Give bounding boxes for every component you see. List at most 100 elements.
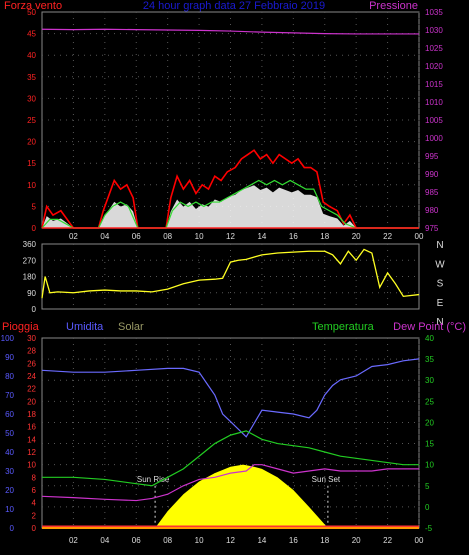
- rain-y-tick-label: 18: [27, 410, 36, 419]
- solar-area: [155, 464, 328, 528]
- temperature-y-tick-label: 20: [425, 418, 434, 427]
- rain-y-tick-label: 24: [27, 372, 36, 381]
- temperature-y-tick-label: 40: [425, 334, 434, 343]
- chart-headers: Forza vento 24 hour graph data 27 Febbra…: [4, 0, 418, 12]
- temp-x-tick-label: 18: [320, 536, 329, 545]
- compass-label: N: [436, 317, 443, 328]
- temperature-y-tick-label: 35: [425, 355, 434, 364]
- temp-x-tick-label: 10: [195, 536, 204, 545]
- rain-y-tick-label: 26: [27, 359, 36, 368]
- wind-y-tick-label: 45: [27, 30, 36, 39]
- humidity-y-tick-label: 60: [5, 410, 14, 419]
- compass-label: S: [437, 279, 444, 290]
- wind_speed-line: [41, 149, 419, 229]
- temp-x-tick-label: 22: [383, 536, 392, 545]
- wind-y-tick-label: 35: [27, 73, 36, 82]
- wind-y-tick-label: 15: [27, 159, 36, 168]
- humidity-line: [41, 358, 420, 438]
- humidity-y-tick-label: 70: [5, 391, 14, 400]
- humidity-y-tick-label: 80: [5, 372, 14, 381]
- pressure-y-tick-label: 1005: [425, 116, 443, 125]
- temp-x-tick-label: 08: [163, 536, 172, 545]
- temperature-y-tick-label: 30: [425, 376, 434, 385]
- header-title: 24 hour graph data 27 Febbraio 2019: [143, 0, 325, 12]
- humidity-y-tick-label: 10: [5, 505, 14, 514]
- wind-gust-fill: [42, 185, 419, 228]
- wind-y-tick-label: 40: [27, 51, 36, 60]
- humidity-y-tick-label: 50: [5, 429, 14, 438]
- pressure-y-tick-label: 1000: [425, 134, 443, 143]
- rain-y-tick-label: 2: [32, 511, 37, 520]
- temperature-y-tick-label: 25: [425, 397, 434, 406]
- wind-x-tick-label: 02: [69, 232, 78, 241]
- temperature-y-tick-label: 0: [425, 503, 430, 512]
- wind-y-tick-label: 30: [27, 94, 36, 103]
- rain-y-tick-label: 30: [27, 334, 36, 343]
- rain-y-tick-label: 22: [27, 385, 36, 394]
- temperature-line: [42, 430, 419, 487]
- pressure-y-tick-label: 1030: [425, 26, 443, 35]
- pressure-y-tick-label: 1010: [425, 98, 443, 107]
- direction-y-tick-label: 0: [32, 305, 37, 314]
- pressure-y-tick-label: 990: [425, 170, 439, 179]
- pressure-y-tick-label: 995: [425, 152, 439, 161]
- temp-x-tick-label: 12: [226, 536, 235, 545]
- wind-x-tick-label: 12: [226, 232, 235, 241]
- compass-label: N: [436, 240, 443, 251]
- wind-x-tick-label: 16: [289, 232, 298, 241]
- sunset-label: Sun Set: [312, 475, 341, 484]
- wind-x-tick-label: 08: [163, 232, 172, 241]
- direction-y-tick-label: 270: [23, 256, 37, 265]
- rain-y-tick-label: 12: [27, 448, 36, 457]
- wind_avg-line: [41, 179, 419, 229]
- temperature-header: Temperatura: [312, 321, 375, 333]
- dewpoint-header: Dew Point (°C): [393, 321, 466, 333]
- pressure-line: [41, 28, 419, 35]
- pressure-y-tick-label: 975: [425, 224, 439, 233]
- direction-line: [41, 248, 420, 299]
- wind-y-tick-label: 10: [27, 181, 36, 190]
- header-right-label: Pressione: [369, 0, 418, 12]
- pressure-y-tick-label: 980: [425, 206, 439, 215]
- wind-x-tick-label: 18: [320, 232, 329, 241]
- humidity-y-tick-label: 30: [5, 467, 14, 476]
- direction-y-tick-label: 360: [23, 240, 37, 249]
- rain-y-tick-label: 28: [27, 347, 36, 356]
- temp-x-tick-label: 06: [132, 536, 141, 545]
- rain-y-tick-label: 8: [32, 473, 37, 482]
- compass-label: E: [437, 298, 444, 309]
- temperature-y-tick-label: 10: [425, 461, 434, 470]
- solar-header: Solar: [118, 321, 144, 333]
- rain-y-tick-label: 0: [32, 524, 37, 533]
- pressure-y-tick-label: 1020: [425, 62, 443, 71]
- temp-x-tick-label: 02: [69, 536, 78, 545]
- wind-x-tick-label: 06: [132, 232, 141, 241]
- rain-y-tick-label: 16: [27, 423, 36, 432]
- temperature-y-tick-label: 5: [425, 482, 430, 491]
- wind-x-tick-label: 10: [195, 232, 204, 241]
- wind-x-tick-label: 04: [100, 232, 109, 241]
- direction-y-tick-label: 180: [23, 273, 37, 282]
- header-left-label: Forza vento: [4, 0, 62, 12]
- rain-y-tick-label: 6: [32, 486, 37, 495]
- rain-y-tick-label: 10: [27, 461, 36, 470]
- rain-y-tick-label: 4: [32, 499, 37, 508]
- wind-pressure-panel: 0510152025303540455097598098599099510001…: [27, 8, 443, 241]
- sunrise-label: Sun Rise: [137, 475, 170, 484]
- humidity-y-tick-label: 20: [5, 486, 14, 495]
- wind-x-tick-label: 22: [383, 232, 392, 241]
- humidity-y-tick-label: 100: [1, 334, 15, 343]
- rain-header: Pioggia: [2, 321, 40, 333]
- rain-y-tick-label: 20: [27, 397, 36, 406]
- humidity-y-tick-label: 0: [10, 524, 15, 533]
- wind-x-tick-label: 20: [352, 232, 361, 241]
- humidity-y-tick-label: 40: [5, 448, 14, 457]
- temp-x-tick-label: 20: [352, 536, 361, 545]
- wind-x-tick-label: 14: [257, 232, 266, 241]
- wind-y-tick-label: 5: [32, 202, 37, 211]
- pressure-y-tick-label: 985: [425, 188, 439, 197]
- dewpoint-line: [41, 464, 419, 502]
- temperature-y-tick-label: 15: [425, 440, 434, 449]
